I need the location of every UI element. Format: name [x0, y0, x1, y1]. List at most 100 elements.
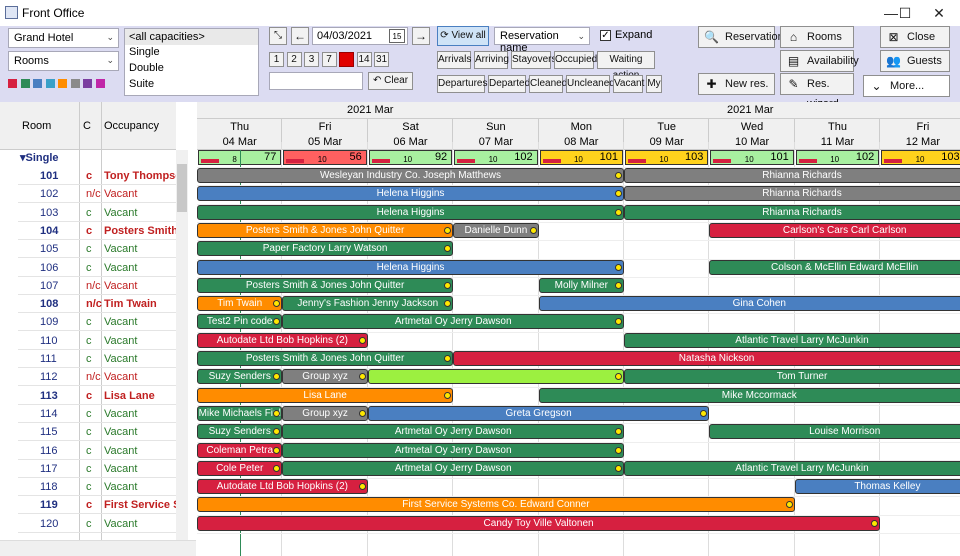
- hotel-select[interactable]: Grand Hotel ⌄: [8, 28, 119, 48]
- day-header[interactable]: [197, 119, 283, 150]
- reservation-bar[interactable]: First Service Systems Co. Edward Conner: [197, 497, 795, 513]
- reservation-bar[interactable]: Rhianna Richards: [624, 186, 960, 202]
- reservation-bar[interactable]: Atlantic Travel Larry McJunkin: [624, 460, 960, 476]
- occupancy-cell[interactable]: 10 102: [454, 150, 538, 165]
- left-scrollbar[interactable]: [176, 150, 188, 540]
- action-button[interactable]: ⌄ More...: [863, 75, 950, 97]
- room-row[interactable]: 105 c Vacant: [18, 240, 176, 259]
- filter-button[interactable]: Cleaned: [529, 75, 567, 93]
- reservation-bar[interactable]: Test2 Pin code: [197, 314, 283, 330]
- action-button[interactable]: ⌂ Rooms: [780, 26, 854, 48]
- reservation-bar[interactable]: Posters Smith & Jones John Quitter: [197, 222, 454, 238]
- span-button[interactable]: 7: [321, 52, 337, 67]
- reservation-bar[interactable]: Group xyz: [282, 405, 368, 421]
- close-window-button[interactable]: ✕: [933, 5, 945, 21]
- day-header[interactable]: [453, 119, 539, 150]
- room-row[interactable]: 110 c Vacant: [18, 332, 176, 350]
- action-button[interactable]: ✚ New res.: [698, 73, 775, 95]
- reservation-bar[interactable]: Natasha Nickson: [453, 351, 960, 366]
- filter-button[interactable]: Vacant: [613, 75, 644, 93]
- reservation-bar[interactable]: Colson & McEllin Edward McEllin: [709, 259, 960, 275]
- reservation-bar[interactable]: Wesleyan Industry Co. Joseph Matthews: [197, 168, 624, 183]
- reservation-bar[interactable]: Jenny's Fashion Jenny Jackson: [282, 296, 454, 312]
- minimize-button[interactable]: —: [884, 5, 898, 21]
- color-swatch[interactable]: [58, 79, 67, 88]
- room-row[interactable]: 113 c Lisa Lane: [18, 387, 176, 405]
- next-arrow-icon[interactable]: →: [412, 27, 430, 45]
- day-header[interactable]: [880, 119, 960, 150]
- reservation-bar[interactable]: Coleman Petra: [197, 442, 283, 458]
- date-input[interactable]: 04/03/2021 15: [312, 27, 408, 45]
- capacity-item[interactable]: Single: [129, 46, 160, 58]
- reservation-bar[interactable]: Autodate Ltd Bob Hopkins (2): [197, 332, 368, 348]
- reservation-bar[interactable]: Posters Smith & Jones John Quitter: [197, 277, 454, 293]
- reservation-bar[interactable]: Helena Higgins: [197, 186, 624, 202]
- bottom-scrollbar[interactable]: [0, 540, 196, 556]
- day-header[interactable]: [794, 119, 881, 150]
- reservation-bar[interactable]: Greta Gregson: [367, 405, 710, 421]
- reservation-bar[interactable]: Artmetal Oy Jerry Dawson: [282, 314, 624, 330]
- prev-arrow-icon[interactable]: ←: [291, 27, 309, 45]
- action-button[interactable]: 👥 Guests: [880, 50, 950, 72]
- occupancy-cell[interactable]: 10 56: [283, 150, 367, 165]
- reservation-bar[interactable]: Rhianna Richards: [624, 168, 960, 183]
- clear-button[interactable]: ↶ Clear: [368, 72, 413, 90]
- room-row[interactable]: 116 c Vacant: [18, 442, 176, 460]
- filter-button[interactable]: Departed: [488, 75, 530, 93]
- span-button[interactable]: 3: [339, 52, 354, 67]
- reservation-bar[interactable]: Gina Cohen: [538, 296, 960, 312]
- room-row[interactable]: 109 c Vacant: [18, 313, 176, 332]
- reservation-bar[interactable]: Danielle Dunn: [453, 222, 539, 238]
- reservation-bar[interactable]: Louise Morrison: [709, 424, 960, 440]
- reservation-bar[interactable]: Helena Higgins: [197, 204, 624, 220]
- filter-button[interactable]: Arriving: [474, 51, 509, 69]
- room-row[interactable]: 106 c Vacant: [18, 259, 176, 277]
- room-row[interactable]: 115 c Vacant: [18, 423, 176, 442]
- room-row[interactable]: 104 c Posters Smith & ...: [18, 222, 176, 240]
- room-row[interactable]: 103 c Vacant: [18, 204, 176, 222]
- occupancy-cell[interactable]: 8 77: [198, 150, 282, 165]
- action-button[interactable]: ▤ Availability: [780, 50, 859, 72]
- occupancy-cell[interactable]: 10 92: [368, 150, 453, 165]
- room-row[interactable]: 112 n/c Vacant: [18, 368, 176, 387]
- reservation-bar[interactable]: Candy Toy Ville Valtonen: [197, 515, 881, 531]
- reservation-bar[interactable]: Lisa Lane: [197, 387, 454, 403]
- day-header[interactable]: [282, 119, 368, 150]
- filter-button[interactable]: Uncleaned: [566, 75, 615, 93]
- reservation-bar[interactable]: Paper Factory Larry Watson: [197, 241, 454, 257]
- color-swatch[interactable]: [83, 79, 92, 88]
- reservation-bar[interactable]: Carlson's Cars Carl Carlson: [709, 222, 960, 238]
- reservation-bar[interactable]: Rhianna Richards: [624, 204, 960, 220]
- filter-button[interactable]: My: [646, 75, 662, 93]
- reservation-bar[interactable]: Cole Peter: [197, 460, 283, 476]
- color-swatch[interactable]: [95, 79, 105, 88]
- filter-button[interactable]: Departures: [437, 75, 487, 93]
- room-row[interactable]: 107 n/c Vacant: [18, 277, 176, 295]
- capacity-item[interactable]: <all capacities>: [125, 29, 258, 45]
- reservation-bar[interactable]: Suzy Senders: [197, 424, 283, 440]
- reservation-bar[interactable]: Artmetal Oy Jerry Dawson: [282, 424, 624, 440]
- room-row[interactable]: 111 c Vacant: [18, 350, 176, 368]
- reservation-bar[interactable]: Artmetal Oy Jerry Dawson: [282, 460, 624, 476]
- reservation-bar[interactable]: Suzy Senders: [197, 369, 283, 385]
- calendar-icon[interactable]: 15: [389, 29, 405, 43]
- color-swatch[interactable]: [45, 79, 55, 88]
- reservation-bar[interactable]: Tim Twain: [197, 296, 283, 312]
- room-row[interactable]: 101 c Tony Thompson: [18, 167, 176, 185]
- room-row[interactable]: 114 c Vacant: [18, 405, 176, 423]
- view-select[interactable]: Rooms ⌄: [8, 51, 119, 71]
- sort-select[interactable]: Reservation name ⌄: [494, 27, 590, 54]
- reservation-bar[interactable]: Group xyz: [282, 369, 368, 385]
- reservation-bar[interactable]: Mike Michaels Finl: [197, 405, 283, 421]
- filter-button[interactable]: Stayovers: [511, 51, 556, 69]
- occupancy-cell[interactable]: 10 101: [539, 150, 623, 165]
- reservation-bar[interactable]: Artmetal Oy Jerry Dawson: [282, 442, 624, 458]
- color-swatch[interactable]: [8, 79, 17, 88]
- day-header[interactable]: [367, 119, 454, 150]
- span-button[interactable]: 31: [374, 52, 389, 67]
- action-button[interactable]: ✎Res. wizard: [780, 73, 854, 110]
- expand-checkbox[interactable]: ✓: [600, 30, 611, 41]
- day-header[interactable]: [538, 119, 624, 150]
- filter-button[interactable]: Occupied: [554, 51, 597, 69]
- reservation-bar[interactable]: Helena Higgins: [197, 259, 624, 275]
